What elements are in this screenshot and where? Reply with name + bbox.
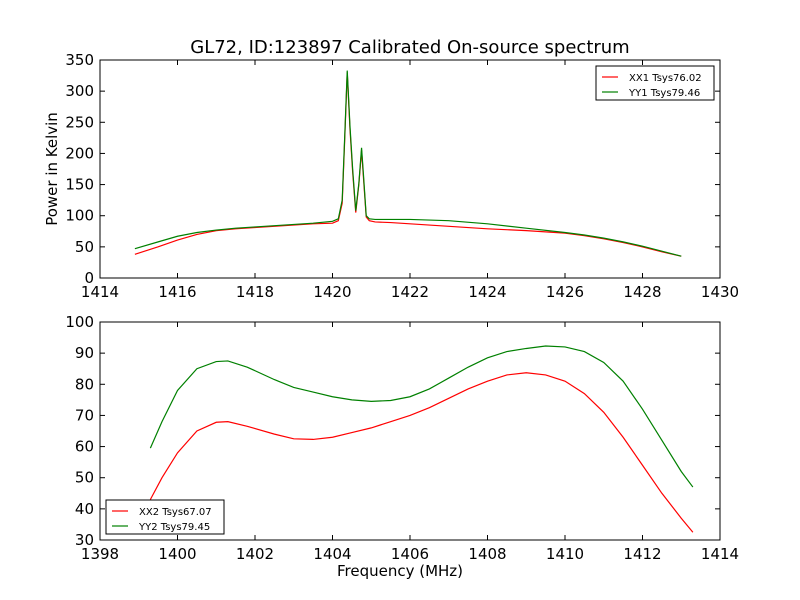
y-tick-label: 90	[75, 344, 94, 362]
legend-box	[595, 65, 715, 101]
legend-label: YY1 Tsys79.46	[628, 88, 700, 99]
y-tick-label: 50	[75, 238, 94, 256]
x-tick-label: 1398	[81, 545, 119, 563]
x-tick-label: 1418	[236, 283, 274, 301]
series-line-yy1	[134, 70, 682, 257]
figure-title: GL72, ID:123897 Calibrated On-source spe…	[190, 37, 629, 58]
y-tick-label: 40	[75, 500, 94, 518]
x-tick-label: 1410	[546, 545, 584, 563]
y-tick-label: 100	[65, 313, 94, 331]
legend-label: XX2 Tsys67.07	[139, 507, 212, 518]
y-tick-label: 0	[84, 269, 94, 287]
legend: XX1 Tsys76.02 YY1 Tsys79.46	[595, 65, 715, 101]
y-tick-label: 250	[65, 113, 94, 131]
y-tick-label: 70	[75, 406, 94, 424]
bottom-plot: 1398 1400 1402 1404 1406 1408 1410 1412 1414 30 40…	[65, 313, 739, 580]
x-tick-label: 1426	[546, 283, 584, 301]
x-tick-label: 1406	[391, 545, 429, 563]
series-line-yy2	[149, 345, 694, 488]
legend-box	[105, 499, 225, 535]
x-tick-label: 1408	[468, 545, 506, 563]
legend: XX2 Tsys67.07 YY2 Tsys79.45	[105, 499, 225, 535]
top-plot: 1414 1416 1418 1420 1422 1424 1426 1428 1430 0 50 1…	[43, 51, 739, 301]
x-tick-label: 1428	[623, 283, 661, 301]
y-tick-label: 300	[65, 82, 94, 100]
x-axis-label: Frequency (MHz)	[337, 562, 463, 580]
x-tick-label: 1402	[236, 545, 274, 563]
x-tick-label: 1414	[701, 545, 739, 563]
y-tick-label: 100	[65, 207, 94, 225]
y-tick-label: 50	[75, 469, 94, 487]
x-tick-label: 1400	[158, 545, 196, 563]
x-tick-label: 1412	[623, 545, 661, 563]
x-tick-label: 1430	[701, 283, 739, 301]
x-tick-label: 1422	[391, 283, 429, 301]
x-tick-label: 1404	[313, 545, 351, 563]
legend-label: XX1 Tsys76.02	[629, 73, 702, 84]
x-tick-label: 1414	[81, 283, 119, 301]
x-tick-label: 1424	[468, 283, 506, 301]
y-tick-label: 150	[65, 176, 94, 194]
series-line-xx2	[149, 372, 694, 533]
y-tick-label: 80	[75, 375, 94, 393]
y-tick-label: 350	[65, 51, 94, 69]
y-axis-label: Power in Kelvin	[43, 112, 61, 226]
x-tick-label: 1420	[313, 283, 351, 301]
y-tick-label: 60	[75, 438, 94, 456]
y-tick-label: 200	[65, 144, 94, 162]
y-tick-label: 30	[75, 531, 94, 549]
x-tick-label: 1416	[158, 283, 196, 301]
legend-label: YY2 Tsys79.45	[138, 522, 210, 533]
